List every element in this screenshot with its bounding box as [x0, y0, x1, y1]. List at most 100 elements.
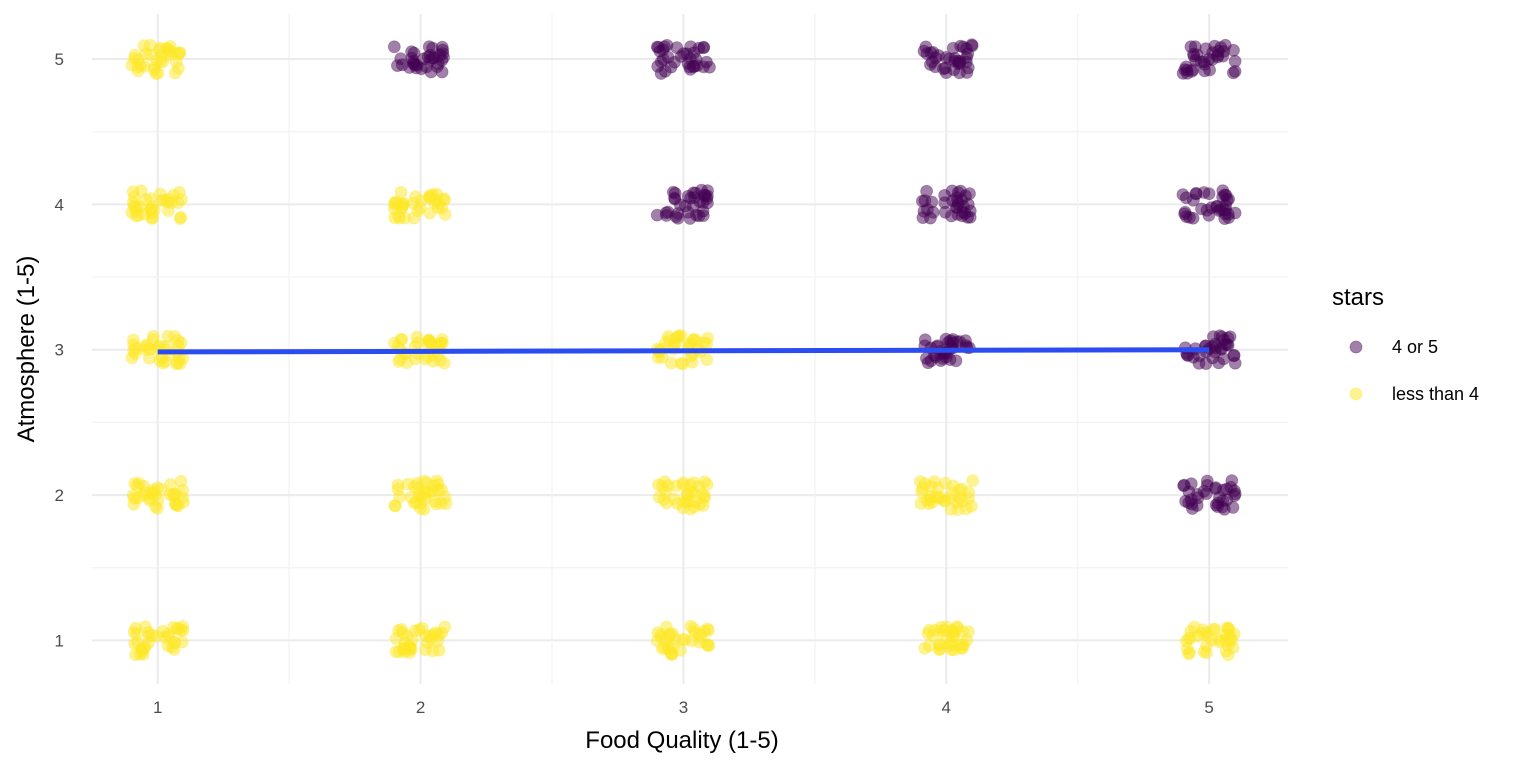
- y-tick-label: 2: [55, 486, 64, 505]
- data-point: [1205, 634, 1218, 647]
- data-point: [126, 185, 140, 199]
- data-point: [922, 497, 936, 511]
- data-point: [654, 67, 668, 80]
- data-point: [437, 356, 451, 370]
- data-point: [1186, 211, 1200, 225]
- data-point: [936, 352, 950, 365]
- data-point: [403, 643, 417, 656]
- data-point: [420, 60, 434, 74]
- data-point: [946, 336, 960, 350]
- data-point: [961, 47, 975, 61]
- data-point: [387, 336, 401, 350]
- data-point: [171, 356, 184, 370]
- data-point: [1189, 186, 1203, 200]
- data-point: [1200, 487, 1213, 501]
- data-point: [1227, 43, 1240, 57]
- data-point: [146, 485, 160, 499]
- x-tick-label: 5: [1204, 698, 1213, 717]
- data-point: [138, 640, 152, 654]
- data-point: [1182, 631, 1195, 645]
- data-point: [150, 54, 164, 68]
- data-point: [938, 205, 952, 219]
- data-point: [676, 501, 690, 515]
- data-point: [127, 625, 141, 639]
- x-tick-label: 4: [942, 698, 951, 717]
- data-point: [388, 499, 402, 513]
- data-point: [1211, 48, 1225, 62]
- data-point: [1182, 647, 1195, 661]
- data-point: [426, 354, 440, 368]
- data-point: [391, 482, 405, 496]
- data-point: [162, 630, 176, 644]
- data-point: [426, 644, 440, 658]
- data-point: [668, 191, 681, 205]
- data-point: [955, 495, 969, 508]
- data-point: [176, 620, 190, 633]
- data-point: [387, 40, 401, 54]
- data-point: [168, 329, 182, 343]
- data-point: [1200, 646, 1213, 660]
- data-point: [138, 620, 152, 633]
- data-point: [166, 487, 180, 501]
- data-point: [671, 211, 685, 225]
- data-point: [432, 483, 445, 497]
- data-point: [955, 642, 968, 655]
- data-point: [661, 50, 675, 64]
- data-point: [650, 634, 664, 647]
- legend-key: [1349, 387, 1363, 401]
- x-tick-label: 3: [679, 698, 688, 717]
- data-point: [950, 621, 964, 635]
- data-point: [160, 195, 174, 209]
- data-point: [663, 627, 677, 641]
- data-point: [172, 61, 185, 75]
- data-point: [404, 490, 418, 504]
- data-point: [145, 628, 159, 642]
- data-point: [916, 211, 930, 225]
- data-point: [1227, 348, 1241, 362]
- data-point: [392, 355, 406, 368]
- legend-entries: 4 or 5 less than 4: [1349, 337, 1479, 404]
- data-point: [1202, 187, 1216, 201]
- data-point: [678, 633, 692, 647]
- data-point: [918, 194, 932, 208]
- data-point: [700, 478, 714, 491]
- data-point: [423, 206, 437, 220]
- data-point: [660, 209, 673, 222]
- trend-line: [157, 347, 1210, 355]
- data-point: [125, 58, 139, 72]
- data-point: [946, 486, 959, 500]
- legend-label: 4 or 5: [1392, 337, 1438, 357]
- data-point: [433, 48, 447, 62]
- data-point: [1228, 487, 1242, 501]
- data-point: [687, 46, 701, 60]
- data-point: [920, 351, 933, 365]
- data-point: [939, 630, 953, 644]
- data-point: [1211, 500, 1224, 514]
- y-axis-title: Atmosphere (1-5): [13, 256, 40, 443]
- data-point: [701, 196, 714, 210]
- y-tick-label: 1: [55, 631, 64, 650]
- data-point: [144, 202, 158, 216]
- data-point: [435, 65, 449, 79]
- data-point: [652, 478, 665, 492]
- data-point: [1219, 198, 1233, 212]
- data-point: [922, 623, 936, 637]
- legend-label: less than 4: [1392, 384, 1479, 404]
- data-point: [1176, 188, 1190, 202]
- y-tick-label: 3: [55, 341, 64, 360]
- data-point: [1185, 497, 1199, 511]
- data-point: [697, 40, 711, 54]
- data-point: [928, 475, 941, 488]
- data-point: [1218, 188, 1232, 202]
- data-point: [697, 60, 710, 74]
- data-point: [405, 51, 419, 65]
- data-point: [963, 204, 977, 218]
- data-point: [137, 39, 151, 53]
- data-point: [685, 355, 699, 369]
- data-point: [687, 332, 701, 346]
- data-point: [435, 201, 449, 215]
- data-point: [422, 190, 436, 204]
- legend-title: stars: [1332, 284, 1384, 311]
- data-point: [653, 44, 667, 58]
